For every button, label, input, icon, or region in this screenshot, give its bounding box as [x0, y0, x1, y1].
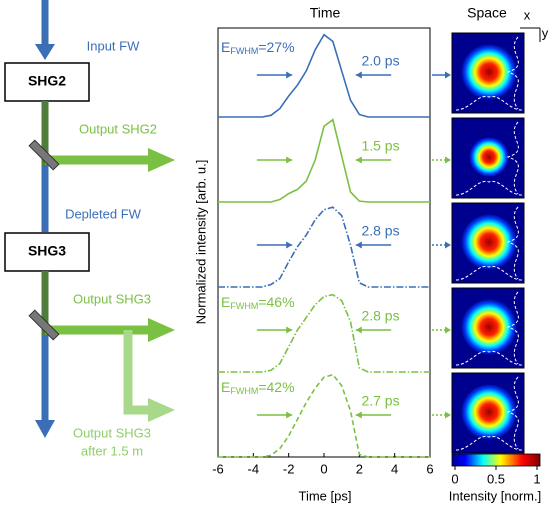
- space-title: Space: [467, 5, 507, 21]
- beam-line: [128, 330, 150, 410]
- figure: Input FW SHG2 Output SHG2 Depleted FW SH…: [0, 0, 556, 512]
- arrow-head: [356, 72, 362, 79]
- energy-label: EFWHM=46%: [221, 294, 295, 312]
- arrow-head: [286, 412, 292, 419]
- energy-symbol: E: [221, 379, 230, 395]
- fwhm-label: 2.8 ps: [361, 223, 399, 239]
- label: Output SHG3: [73, 425, 151, 440]
- colorbar-tick-label: 0.5: [487, 471, 505, 486]
- arrow-head: [148, 398, 175, 422]
- x-tick-label: -4: [248, 461, 260, 476]
- axis-label: x: [524, 7, 531, 22]
- label: Output SHG3: [73, 291, 151, 306]
- colorbar: [452, 454, 540, 466]
- energy-value: =42%: [258, 379, 294, 395]
- label: Input FW: [87, 38, 140, 53]
- x-tick-label: 4: [391, 461, 398, 476]
- arrow-head: [286, 242, 292, 249]
- x-tick-label: 2: [356, 461, 363, 476]
- label: Depleted FW: [65, 206, 142, 221]
- arrow-head: [445, 242, 451, 249]
- fwhm-label: 2.0 ps: [361, 53, 399, 69]
- box-label: SHG2: [28, 73, 66, 89]
- box-label: SHG3: [28, 243, 66, 259]
- chart-title: Time: [310, 5, 341, 21]
- fwhm-label: 1.5 ps: [361, 138, 399, 154]
- energy-label: EFWHM=27%: [221, 39, 295, 57]
- arrow-head: [148, 318, 175, 342]
- arrow-head: [445, 327, 451, 334]
- arrow-head: [445, 72, 451, 79]
- energy-symbol: E: [221, 294, 230, 310]
- arrow-head: [148, 148, 175, 172]
- arrow-head: [286, 327, 292, 334]
- energy-symbol: E: [221, 39, 230, 55]
- beam-spot: [469, 137, 509, 177]
- y-axis-title: Normalized intensity [arb. u.]: [193, 160, 208, 325]
- colorbar-title: Intensity [norm.]: [449, 488, 541, 503]
- arrow-head: [356, 327, 362, 334]
- label: Output SHG2: [79, 121, 157, 136]
- axis-label: y: [542, 25, 549, 40]
- x-tick-label: -6: [212, 461, 224, 476]
- x-tick-label: 6: [426, 461, 433, 476]
- colorbar-tick-label: 1: [533, 471, 540, 486]
- fwhm-label: 2.7 ps: [361, 393, 399, 409]
- arrow-head: [286, 72, 292, 79]
- x-tick-label: 0: [320, 461, 327, 476]
- energy-value: =46%: [258, 294, 294, 310]
- setup-diagram: Input FW SHG2 Output SHG2 Depleted FW SH…: [5, 0, 175, 458]
- arrow-head: [356, 412, 362, 419]
- x-tick-label: -2: [283, 461, 295, 476]
- line: [218, 120, 430, 202]
- label: after 1.5 m: [81, 443, 143, 458]
- arrow-head: [286, 157, 292, 164]
- arrow-head: [445, 157, 451, 164]
- x-axis-title: Time [ps]: [299, 488, 352, 503]
- arrow-head: [445, 412, 451, 419]
- energy-subscript: FWHM: [230, 386, 258, 396]
- arrow-head: [356, 242, 362, 249]
- line: [218, 207, 430, 287]
- arrow-head: [356, 157, 362, 164]
- colorbar-tick-label: 0: [451, 471, 458, 486]
- energy-subscript: FWHM: [230, 301, 258, 311]
- energy-label: EFWHM=42%: [221, 379, 295, 397]
- arrow-head: [35, 420, 55, 438]
- arrow-head: [35, 44, 55, 60]
- energy-value: =27%: [258, 39, 294, 55]
- energy-subscript: FWHM: [230, 46, 258, 56]
- fwhm-label: 2.8 ps: [361, 308, 399, 324]
